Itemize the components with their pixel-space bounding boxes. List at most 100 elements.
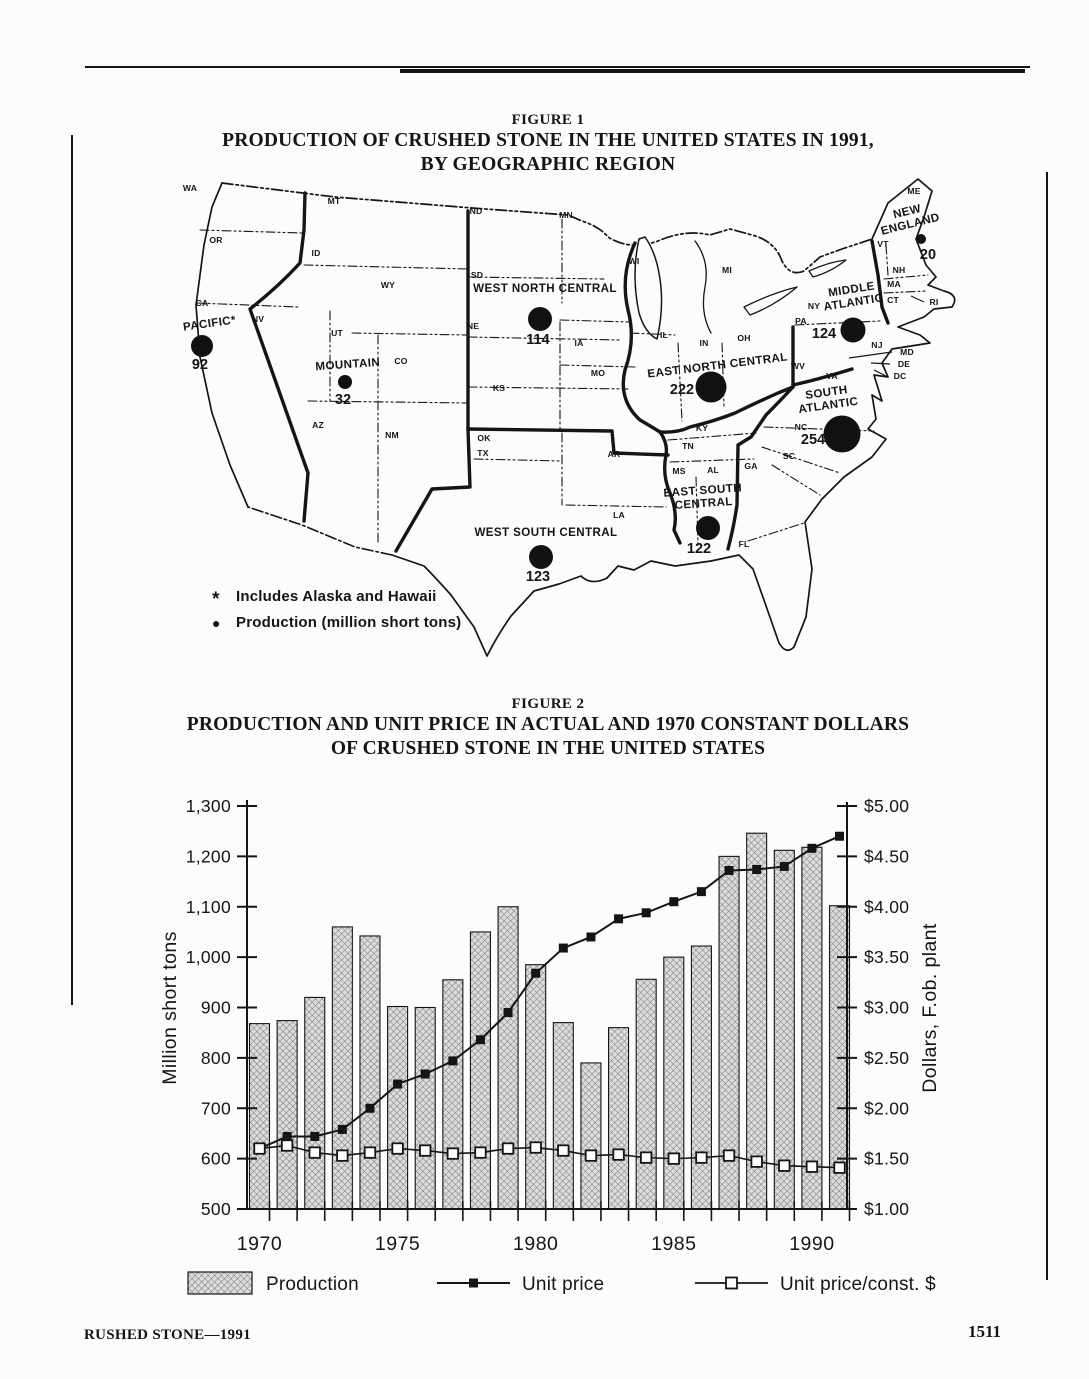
open-square-marker xyxy=(612,1148,625,1161)
production-bar-1975 xyxy=(387,1005,409,1210)
filled-square-marker xyxy=(558,943,568,953)
filled-square-marker xyxy=(448,1056,458,1066)
figure1-title-line1: PRODUCTION OF CRUSHED STONE IN THE UNITE… xyxy=(222,130,874,151)
state-label-AL: AL xyxy=(707,465,719,475)
open-square-marker xyxy=(584,1149,598,1162)
region-value: 20 xyxy=(920,247,936,263)
open-square-marker xyxy=(446,1147,459,1160)
state-borders xyxy=(195,218,929,546)
filled-square-marker xyxy=(779,861,789,871)
right-tick-label: $2.50 xyxy=(864,1048,909,1068)
border-mississippi-north xyxy=(621,241,662,434)
production-dot-icon: ● xyxy=(212,614,221,631)
map-note-alaska-hawaii: * Includes Alaska and Hawaii xyxy=(212,588,461,609)
filled-square-marker xyxy=(475,1035,485,1045)
open-square-marker xyxy=(667,1152,680,1165)
state-label-MS: MS xyxy=(672,466,685,476)
state-label-LA: LA xyxy=(613,510,625,520)
legend-open-square-icon xyxy=(725,1276,738,1290)
left-tick-label: 700 xyxy=(201,1098,231,1118)
state-label-NJ: NJ xyxy=(871,340,882,350)
left-tick-label: 900 xyxy=(201,998,231,1018)
lake-ontario xyxy=(808,259,847,278)
line-unit-price-const- xyxy=(259,1144,840,1169)
right-tick-label: $4.00 xyxy=(864,897,909,917)
left-axis-title: Million short tons xyxy=(159,931,181,1085)
state-label-MT: MT xyxy=(328,196,341,206)
filled-square-marker xyxy=(669,897,679,907)
leader-line xyxy=(848,351,893,359)
state-label-NY: NY xyxy=(808,301,820,311)
production-bar-1983 xyxy=(608,1027,630,1210)
state-label-ND: ND xyxy=(470,206,483,216)
production-dot xyxy=(338,375,352,389)
us-region-map: WA OR CA NV ID MT WY UT CO AZ NM ND SD NE KS MN IA MO OK TX… xyxy=(182,178,956,657)
open-square-marker xyxy=(529,1141,542,1154)
border-ohio-river xyxy=(658,385,795,434)
figure2-label: FIGURE 2 xyxy=(511,696,585,712)
production-dot xyxy=(916,234,926,244)
right-tick-label: $1.50 xyxy=(864,1149,909,1169)
region-value: 123 xyxy=(526,569,550,585)
left-tick-label: 600 xyxy=(201,1149,231,1169)
state-label-OK: OK xyxy=(477,433,491,443)
production-bar-1977 xyxy=(442,979,464,1210)
production-bar-1981 xyxy=(552,1022,574,1210)
open-square-marker xyxy=(363,1146,377,1159)
production-dot xyxy=(695,371,727,403)
state-label-UT: UT xyxy=(331,328,343,338)
production-bar-1973 xyxy=(331,926,353,1210)
x-tick-label-1980: 1980 xyxy=(513,1233,558,1255)
map-note-production-dot: ● Production (million short tons) xyxy=(212,614,461,631)
production-dot xyxy=(823,415,861,453)
left-margin-rule xyxy=(71,135,73,1005)
state-label-CT: CT xyxy=(887,295,899,305)
figure2-heading: FIGURE 2 PRODUCTION AND UNIT PRICE IN AC… xyxy=(118,696,978,761)
border-ny-newengland xyxy=(870,239,890,325)
region-value: 222 xyxy=(670,382,694,398)
open-square-marker xyxy=(695,1151,708,1164)
open-square-marker xyxy=(833,1161,846,1174)
state-label-WV: WV xyxy=(791,361,805,371)
state-label-WY: WY xyxy=(381,280,395,290)
region-value: 114 xyxy=(526,332,549,348)
filled-square-marker xyxy=(586,932,596,942)
filled-square-marker xyxy=(696,887,706,897)
border-pacific-mountain xyxy=(248,191,310,523)
right-tick-label: $5.00 xyxy=(864,796,909,816)
filled-square-marker xyxy=(365,1103,375,1113)
leader-line xyxy=(873,369,887,377)
production-bar-1978 xyxy=(469,931,492,1210)
state-label-OH: OH xyxy=(737,333,750,343)
production-dot xyxy=(840,317,866,343)
lake-erie xyxy=(743,286,798,316)
state-label-CA: CA xyxy=(196,298,209,308)
production-bar-1988 xyxy=(746,832,768,1210)
state-label-VA: VA xyxy=(826,371,838,381)
filled-square-marker xyxy=(503,1008,513,1018)
pacific-coast xyxy=(195,182,249,508)
filled-square-marker xyxy=(310,1131,320,1141)
left-tick-label: 1,100 xyxy=(186,897,231,917)
region-value: 124 xyxy=(812,326,836,342)
filled-square-marker xyxy=(807,843,817,853)
border-mississippi-south xyxy=(658,430,682,545)
filled-square-marker xyxy=(614,914,624,924)
figure1-title-line2: BY GEOGRAPHIC REGION xyxy=(420,154,676,175)
state-label-MO: MO xyxy=(591,368,605,378)
production-bar-1986 xyxy=(690,945,712,1210)
state-label-ID: ID xyxy=(312,248,321,258)
lake-huron-shore xyxy=(694,240,712,334)
x-tick-label-1970: 1970 xyxy=(237,1233,282,1255)
right-tick-label: $2.00 xyxy=(864,1098,909,1118)
right-tick-label: $1.00 xyxy=(864,1199,909,1219)
open-square-marker xyxy=(253,1142,266,1155)
region-label: EAST SOUTHCENTRAL xyxy=(663,481,743,512)
state-label-MA: MA xyxy=(887,279,901,289)
state-label-NM: NM xyxy=(385,430,399,440)
state-label-VT: VT xyxy=(877,239,889,249)
state-label-MI: MI xyxy=(722,265,732,275)
running-footer-title: RUSHED STONE—1991 xyxy=(84,1327,251,1343)
x-tick-label-1975: 1975 xyxy=(375,1233,420,1255)
